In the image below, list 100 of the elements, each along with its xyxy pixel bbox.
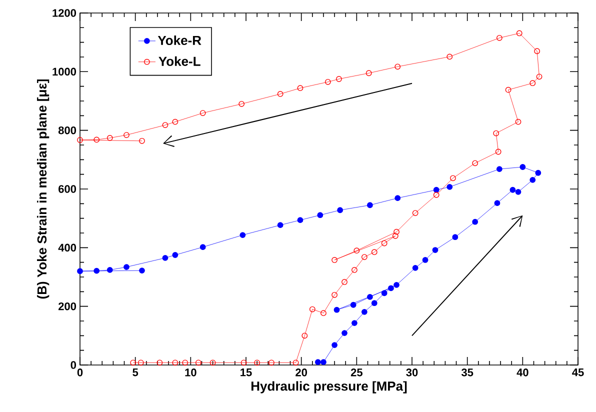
point	[433, 186, 440, 193]
point	[332, 342, 338, 348]
point	[354, 248, 360, 254]
point	[530, 176, 536, 183]
y-tick-label: 1200	[52, 9, 76, 17]
point	[172, 360, 178, 366]
point	[472, 160, 478, 166]
x-axis-title: Hydraulic pressure [MPa]	[251, 381, 407, 394]
y-tick-label: 0	[70, 361, 76, 369]
point	[446, 184, 453, 190]
point	[324, 78, 331, 85]
point	[195, 360, 202, 366]
legend-label: Yoke-R	[158, 35, 202, 46]
point	[496, 34, 502, 41]
point	[367, 294, 373, 300]
x-tick-label: 25	[350, 368, 362, 376]
point	[515, 118, 522, 125]
point	[381, 240, 388, 246]
point	[493, 130, 500, 136]
point	[536, 74, 542, 80]
point	[350, 302, 356, 308]
point	[394, 228, 400, 235]
point	[77, 137, 83, 143]
point	[367, 202, 373, 208]
point	[238, 100, 245, 107]
point	[342, 279, 348, 285]
point	[332, 292, 338, 298]
point	[317, 212, 324, 218]
point	[394, 64, 401, 70]
point	[297, 217, 304, 224]
point	[432, 247, 438, 253]
point	[394, 282, 400, 288]
point	[505, 86, 512, 93]
point	[309, 306, 316, 312]
point	[302, 332, 308, 339]
point	[496, 166, 502, 172]
legend-label: Yoke-L	[158, 56, 200, 66]
point	[342, 330, 348, 336]
point	[334, 306, 340, 313]
point	[530, 80, 536, 86]
point	[297, 85, 304, 92]
point	[254, 360, 260, 366]
x-tick-label: 15	[240, 368, 252, 376]
point	[433, 192, 440, 198]
point	[394, 195, 401, 202]
y-tick-label: 400	[58, 244, 76, 252]
point	[516, 30, 522, 36]
point	[106, 267, 113, 273]
point	[124, 132, 130, 138]
point	[210, 360, 216, 366]
point	[515, 188, 522, 195]
x-tick-label: 20	[296, 368, 307, 376]
point	[156, 360, 163, 366]
point	[495, 148, 502, 155]
point	[277, 222, 284, 228]
point	[277, 91, 284, 97]
point	[371, 249, 378, 256]
point	[494, 200, 500, 206]
point	[388, 285, 394, 292]
point	[200, 110, 206, 116]
point	[450, 175, 456, 182]
y-tick-label: 200	[58, 302, 76, 310]
point	[472, 218, 478, 225]
y-axis-title: (B) Yoke Strain in median plane [με]	[37, 79, 50, 299]
point	[162, 254, 168, 261]
point	[332, 257, 338, 263]
x-tick-label: 30	[406, 368, 418, 376]
x-tick-label: 5	[132, 368, 138, 376]
point	[366, 70, 372, 76]
point	[361, 308, 368, 315]
point	[292, 360, 299, 366]
point	[452, 234, 458, 240]
point	[361, 254, 368, 260]
point	[268, 360, 274, 366]
point	[320, 359, 326, 366]
point	[392, 232, 398, 239]
point	[381, 290, 388, 296]
point	[352, 320, 358, 326]
x-tick-label: 10	[185, 368, 196, 376]
point	[337, 207, 344, 214]
x-tick-label: 40	[516, 368, 528, 376]
y-tick-label: 600	[58, 185, 76, 193]
point	[535, 170, 542, 176]
point	[162, 122, 168, 128]
point	[94, 268, 100, 274]
point	[422, 257, 428, 263]
point	[412, 264, 418, 271]
y-tick-label: 1000	[52, 68, 76, 76]
point	[94, 136, 100, 143]
point	[139, 268, 145, 274]
point	[172, 252, 178, 258]
x-tick-label: 35	[461, 368, 474, 376]
point	[446, 54, 453, 60]
point	[336, 76, 342, 82]
point	[138, 360, 144, 366]
point	[106, 135, 113, 141]
point	[534, 48, 540, 54]
x-tick-label: 0	[77, 368, 83, 376]
point	[240, 232, 246, 238]
point	[77, 268, 83, 274]
